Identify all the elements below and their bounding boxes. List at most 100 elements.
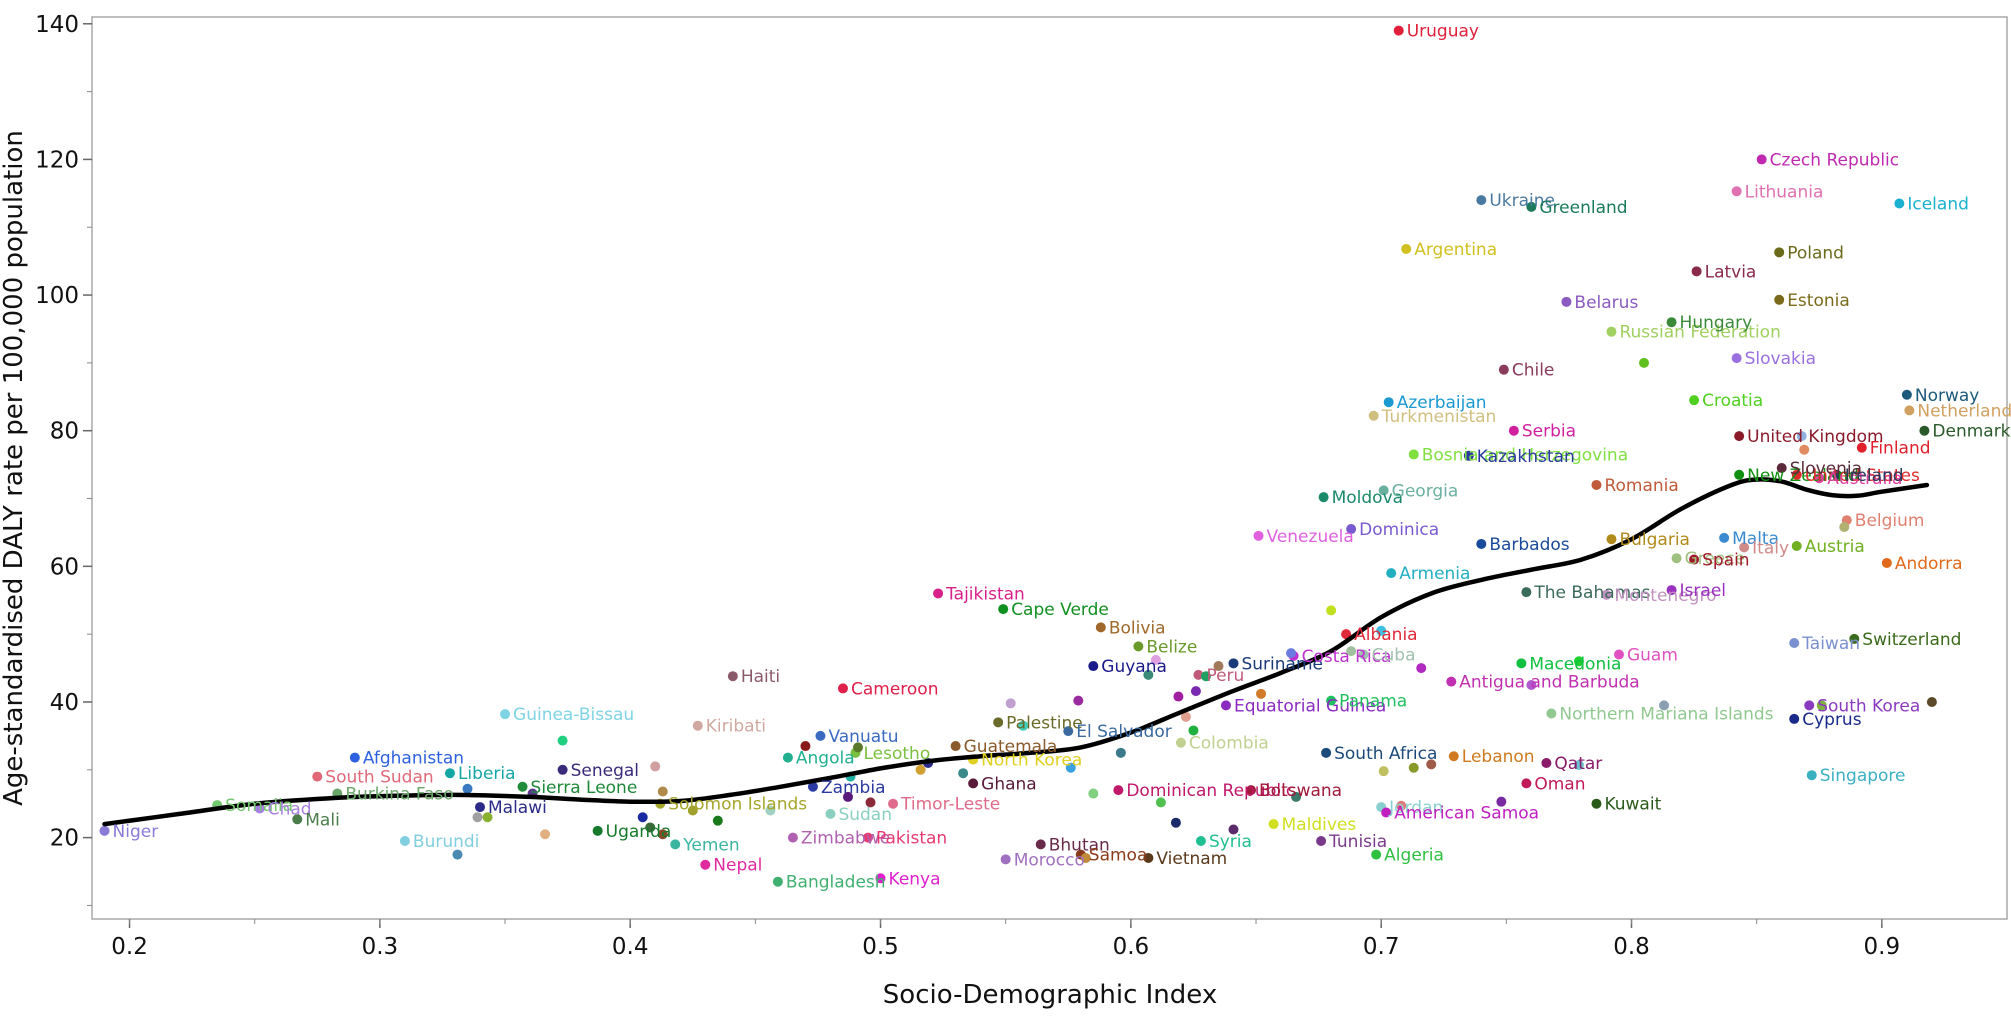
plot-frame xyxy=(91,16,2008,920)
point-label: Pakistan xyxy=(876,829,947,849)
data-point xyxy=(1498,364,1509,375)
data-point xyxy=(1256,688,1267,699)
point-label: Czech Republic xyxy=(1770,150,1899,170)
data-point xyxy=(1816,700,1827,711)
data-point xyxy=(1195,836,1206,847)
data-point xyxy=(254,803,265,814)
data-point xyxy=(1371,849,1382,860)
point-label: Lebanon xyxy=(1462,747,1535,767)
data-points xyxy=(99,25,1937,887)
data-point xyxy=(557,764,568,775)
point-label: Dominica xyxy=(1359,520,1439,540)
point-label: Zimbabwe xyxy=(801,829,890,849)
point-label: Turkmenistan xyxy=(1381,407,1497,427)
data-point xyxy=(782,752,793,763)
data-point xyxy=(1689,395,1700,406)
data-point xyxy=(1573,656,1584,667)
point-label: Bolivia xyxy=(1109,618,1166,638)
data-point xyxy=(657,786,668,797)
data-point xyxy=(1228,824,1239,835)
data-point xyxy=(933,588,944,599)
data-point xyxy=(1190,686,1201,697)
data-point xyxy=(557,735,568,746)
point-label: Chad xyxy=(268,799,312,819)
point-label: Belize xyxy=(1146,637,1197,657)
point-label: Oman xyxy=(1534,774,1585,794)
data-point xyxy=(670,839,681,850)
data-point xyxy=(500,709,511,720)
point-label: Samoa xyxy=(1089,846,1148,866)
point-label: Cape Verde xyxy=(1011,600,1109,620)
data-point xyxy=(472,812,483,823)
data-point xyxy=(1796,431,1807,442)
data-point xyxy=(825,808,836,819)
data-point xyxy=(1220,700,1231,711)
point-label: Maldives xyxy=(1282,815,1357,835)
data-point xyxy=(1175,737,1186,748)
point-label: Moldova xyxy=(1332,488,1403,508)
data-point xyxy=(1659,700,1670,711)
data-point xyxy=(1526,680,1537,691)
point-label: Spain xyxy=(1702,551,1750,571)
data-point xyxy=(1806,770,1817,781)
y-tick-label: 40 xyxy=(50,690,79,716)
data-point xyxy=(1268,819,1279,830)
point-label: Antigua and Barbuda xyxy=(1459,673,1639,693)
point-label: Austria xyxy=(1805,537,1865,557)
point-label: New Zealand xyxy=(1747,466,1859,486)
x-tick-label: 0.7 xyxy=(1363,934,1400,960)
data-point xyxy=(1639,357,1650,368)
x-tick-label: 0.8 xyxy=(1613,934,1650,960)
point-label: Equatorial Guinea xyxy=(1234,696,1386,716)
data-point xyxy=(1318,492,1329,503)
point-label: Iceland xyxy=(1907,195,1969,215)
data-point xyxy=(1393,25,1404,36)
data-point xyxy=(950,741,961,752)
point-label: Guyana xyxy=(1101,657,1167,677)
data-point xyxy=(645,822,656,833)
data-point xyxy=(1180,711,1191,722)
point-label: Israel xyxy=(1680,581,1726,601)
data-point xyxy=(888,798,899,809)
data-point xyxy=(863,832,874,843)
point-label: Syria xyxy=(1209,832,1252,852)
point-label: Burkina Faso xyxy=(345,785,453,805)
y-tick-label: 60 xyxy=(50,554,79,580)
x-tick-label: 0.6 xyxy=(1113,934,1150,960)
point-label: Lithuania xyxy=(1745,182,1824,202)
data-point xyxy=(1113,785,1124,796)
x-axis: 0.2 0.3 0.4 0.5 0.6 0.7 0.8 0.9 xyxy=(111,919,1900,960)
data-point xyxy=(1170,817,1181,828)
y-axis-title: Age-standardised DALY rate per 100,000 p… xyxy=(0,130,29,806)
data-point xyxy=(700,859,711,870)
point-label: Albania xyxy=(1354,625,1417,645)
point-label: Italy xyxy=(1752,538,1789,558)
data-point xyxy=(1005,698,1016,709)
data-point xyxy=(444,768,455,779)
data-point xyxy=(687,805,698,816)
y-tick-label: 20 xyxy=(50,826,79,852)
data-point xyxy=(1526,201,1537,212)
data-point xyxy=(1508,425,1519,436)
data-point xyxy=(1133,641,1144,652)
point-label: Finland xyxy=(1870,439,1931,459)
data-point xyxy=(452,849,463,860)
data-point xyxy=(1831,469,1842,480)
data-point xyxy=(1408,449,1419,460)
data-point xyxy=(1573,760,1584,771)
data-point xyxy=(853,742,863,753)
point-label: Singapore xyxy=(1820,766,1906,786)
data-point xyxy=(1521,587,1532,598)
data-point xyxy=(1401,243,1412,254)
point-label: Poland xyxy=(1787,243,1844,263)
point-label: Belarus xyxy=(1574,293,1638,313)
point-label: Montenegro xyxy=(1614,586,1716,606)
data-point xyxy=(1613,649,1624,660)
point-label: Vietnam xyxy=(1156,849,1227,869)
data-point xyxy=(865,797,876,808)
point-label: Senegal xyxy=(571,761,639,781)
data-point xyxy=(1804,700,1815,711)
data-point xyxy=(1326,605,1337,616)
data-point xyxy=(1346,524,1357,535)
data-point xyxy=(1734,469,1745,480)
